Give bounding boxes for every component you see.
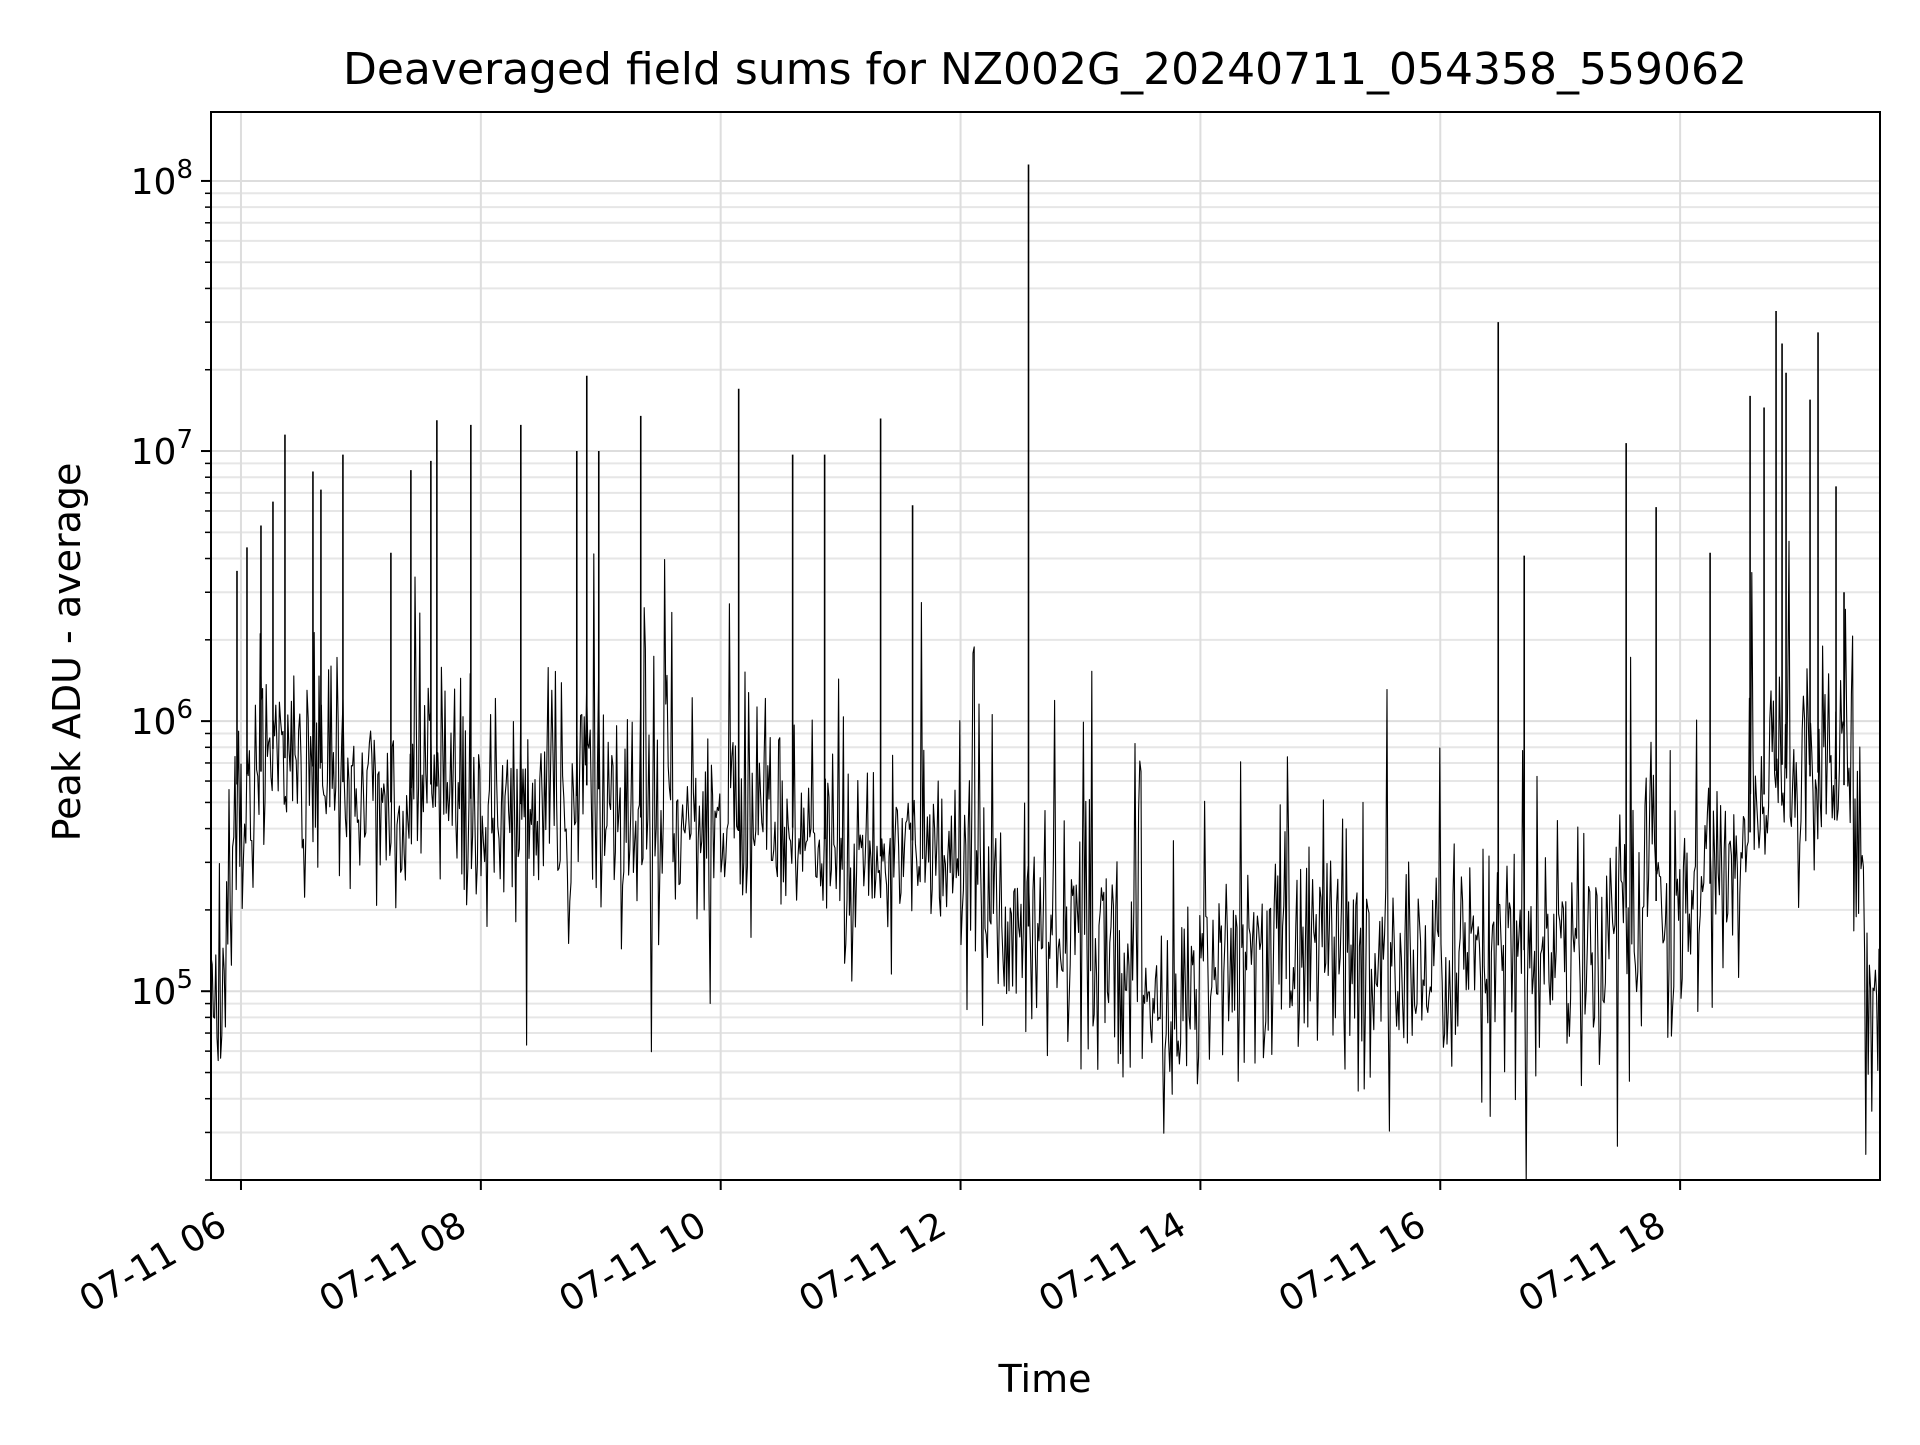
plot-frame	[210, 111, 1881, 1181]
y-tick-label: 106	[131, 695, 193, 743]
y-tick-label: 107	[131, 425, 193, 473]
y-axis: 105 106 107 108	[131, 155, 211, 1181]
chart-title: Deaveraged field sums for NZ002G_2024071…	[343, 44, 1747, 95]
y-axis-label: Peak ADU - average	[45, 463, 89, 842]
series-group	[211, 164, 1880, 1180]
x-axis-label: Time	[998, 1357, 1092, 1401]
series-line	[211, 540, 1880, 1180]
plot-area	[211, 164, 1880, 1180]
y-tick-label: 105	[131, 965, 193, 1013]
y-tick-label: 108	[131, 155, 193, 203]
